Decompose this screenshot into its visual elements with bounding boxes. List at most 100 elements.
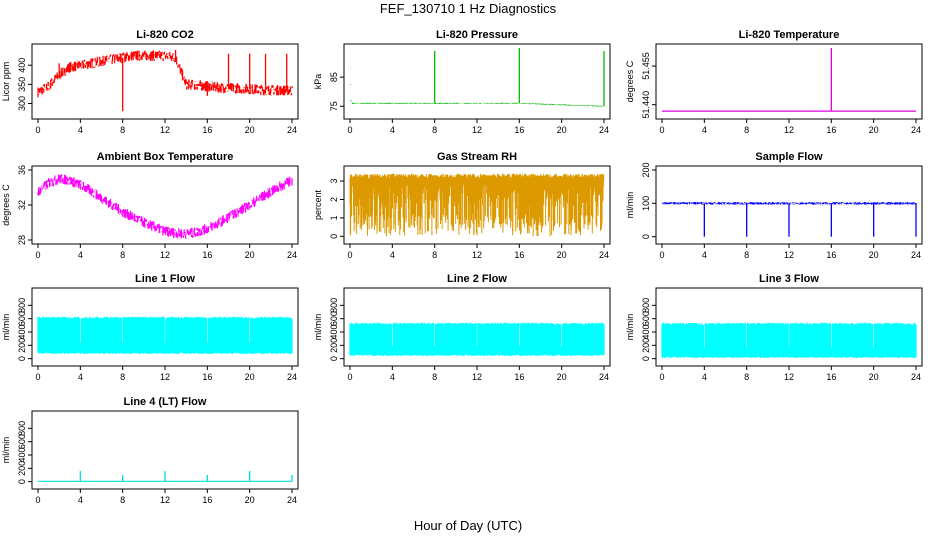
y-tick-label: 400 [17,58,27,73]
x-tick-label: 12 [160,125,170,135]
y-tick-label: 51.440 [641,91,651,119]
chart-title: Line 1 Flow [135,273,195,285]
x-tick-label: 8 [120,372,125,382]
x-tick-label: 24 [911,250,921,260]
x-tick-label: 24 [287,250,297,260]
y-tick-label: 0 [329,356,339,361]
y-tick-label: 400 [17,324,27,339]
x-tick-label: 20 [245,125,255,135]
x-tick-label: 16 [202,250,212,260]
chart-panel-1: Li-820 CO2 Licor ppm 0 4 8 12 16 20 24 300 350 400 [1,29,299,135]
chart-title: Line 2 Flow [447,273,507,285]
x-tick-label: 12 [472,250,482,260]
x-tick-label: 12 [160,250,170,260]
x-tick-label: 4 [78,250,83,260]
y-tick-label: 100 [641,196,651,211]
x-tick-label: 0 [659,372,664,382]
x-tick-label: 20 [869,372,879,382]
x-tick-label: 8 [120,125,125,135]
x-tick-label: 20 [557,250,567,260]
x-tick-label: 8 [120,250,125,260]
y-axis-label: degrees C [625,60,635,102]
y-tick-label: 600 [17,434,27,449]
x-tick-label: 0 [35,125,40,135]
plot-area [349,173,605,237]
x-tick-label: 0 [35,495,40,505]
y-tick-label: 3 [329,179,339,184]
plot-area [38,471,293,482]
series-band [661,322,917,358]
x-tick-label: 8 [432,250,437,260]
y-tick-label: 800 [17,298,27,313]
y-tick-label: 2 [329,197,339,202]
x-tick-label: 24 [287,495,297,505]
chart-panel-9: Line 3 Flow ml/min 0 4 8 12 16 20 24 0 20040060080… [625,273,923,382]
series-line [349,68,605,107]
y-axis-label: ml/min [625,192,635,219]
chart-title: Ambient Box Temperature [97,151,234,163]
y-tick-label: 36 [17,165,27,175]
x-tick-label: 12 [160,372,170,382]
x-tick-label: 16 [826,372,836,382]
x-tick-label: 0 [35,372,40,382]
x-tick-label: 4 [702,250,707,260]
y-axis-label: ml/min [625,314,635,341]
plot-area [661,202,917,237]
chart-panel-4: Ambient Box Temperature degrees C 0 4 8 12 16 2… [1,151,299,260]
plot-area [37,174,293,239]
y-tick-label: 800 [17,421,27,436]
chart-title: Li-820 Pressure [436,29,518,41]
y-tick-label: 300 [17,96,27,111]
x-tick-label: 24 [599,372,609,382]
plot-area [662,48,916,112]
x-tick-label: 16 [514,372,524,382]
chart-panel-7: Line 1 Flow ml/min 0 4 8 12 16 20 24 0 20040060080… [1,273,299,382]
x-tick-label: 16 [826,250,836,260]
y-tick-label: 200 [641,162,651,177]
x-tick-label: 16 [514,125,524,135]
x-tick-label: 16 [514,250,524,260]
y-tick-label: 600 [17,311,27,326]
x-axis-label: Hour of Day (UTC) [413,518,523,533]
x-tick-label: 4 [390,125,395,135]
y-tick-label: 200 [641,338,651,353]
chart-panel-3: Li-820 Temperature degrees C 0 4 8 12 16 20 24 51… [625,29,923,135]
chart-panel-8: Line 2 Flow ml/min 0 4 8 12 16 20 24 0 20040060080… [313,273,611,382]
chart-title: Line 4 (LT) Flow [124,396,207,408]
y-tick-label: 75 [329,101,339,111]
x-tick-label: 20 [869,250,879,260]
x-tick-label: 20 [869,125,879,135]
y-tick-label: 400 [641,324,651,339]
x-tick-label: 8 [432,125,437,135]
y-axis-label: ml/min [1,314,11,341]
chart-panel-2: Li-820 Pressure kPa 0 4 8 12 16 20 24 75 85 [313,29,611,135]
y-tick-label: 32 [17,200,27,210]
chart-title: Gas Stream RH [437,151,517,163]
plot-area [37,49,293,112]
x-tick-label: 8 [744,125,749,135]
x-tick-label: 12 [472,372,482,382]
y-tick-label: 800 [329,298,339,313]
x-tick-label: 24 [599,250,609,260]
x-tick-label: 16 [202,372,212,382]
x-tick-label: 8 [744,250,749,260]
series-line [37,174,293,239]
x-tick-label: 12 [472,125,482,135]
x-tick-label: 12 [784,125,794,135]
y-tick-label: 85 [329,72,339,82]
y-tick-label: 600 [329,311,339,326]
y-tick-label: 0 [17,479,27,484]
x-tick-label: 12 [784,250,794,260]
plot-area [661,322,917,358]
chart-title: Li-820 Temperature [739,29,840,41]
y-tick-label: 0 [329,234,339,239]
y-tick-label: 200 [17,338,27,353]
y-tick-label: 200 [329,338,339,353]
x-tick-label: 8 [744,372,749,382]
y-tick-label: 0 [641,356,651,361]
plot-area [349,48,605,107]
y-axis-label: ml/min [1,437,11,464]
x-tick-label: 4 [390,250,395,260]
x-tick-label: 8 [120,495,125,505]
x-tick-label: 16 [202,495,212,505]
